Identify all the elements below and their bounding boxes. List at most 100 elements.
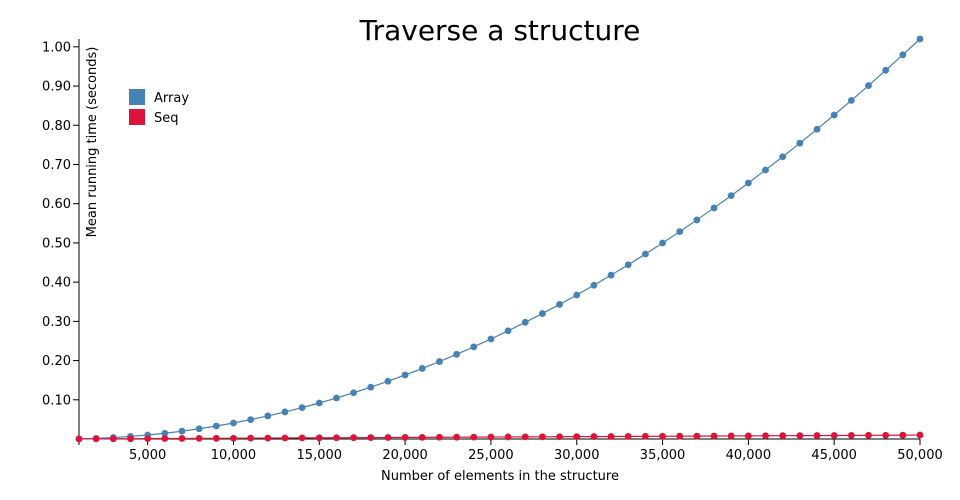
y-tick-label: 0.60 (42, 197, 71, 212)
data-point-seq (882, 431, 890, 439)
data-point-seq (744, 432, 752, 440)
x-tick-label: 45,000 (811, 448, 857, 463)
x-tick-label: 50,000 (897, 448, 943, 463)
data-point-array (762, 166, 769, 174)
data-point-array (659, 239, 666, 247)
data-point-array (161, 429, 169, 437)
data-point-array (367, 383, 375, 391)
data-point-seq (521, 433, 529, 441)
data-point-array (487, 335, 495, 343)
data-point-seq (453, 433, 460, 441)
y-tick-label: 0.80 (42, 119, 71, 134)
data-point-array (470, 343, 478, 351)
data-point-seq (264, 434, 272, 442)
y-axis-title: Mean running time (seconds) (85, 47, 100, 238)
data-point-seq (796, 432, 804, 440)
data-point-seq (556, 433, 563, 441)
data-point-seq (590, 433, 598, 440)
data-point-array (624, 261, 632, 269)
data-point-array (315, 399, 323, 407)
data-point-seq (813, 432, 821, 439)
data-point-array (384, 377, 392, 385)
x-tick-label: 25,000 (468, 448, 514, 463)
data-point-seq (75, 435, 83, 443)
x-tick-label: 40,000 (726, 448, 772, 463)
data-point-array (796, 139, 804, 147)
data-point-array (195, 425, 203, 433)
data-point-seq (865, 431, 872, 439)
data-point-seq (418, 433, 426, 441)
data-point-array (264, 412, 272, 420)
data-point-seq (641, 432, 649, 440)
data-point-seq (247, 434, 255, 442)
x-axis: 5,000 10,000 15,000 20,000 25,000 30,000 35,00… (78, 438, 943, 463)
chart-title: Traverse a structure (359, 14, 641, 47)
series-seq (75, 431, 924, 443)
data-point-array (830, 111, 838, 119)
data-point-array (247, 416, 255, 424)
data-point-array (453, 350, 460, 358)
legend-label-array: Array (154, 91, 189, 106)
data-point-seq (779, 432, 787, 440)
legend-label-seq: Seq (154, 111, 179, 126)
data-point-seq (178, 435, 186, 442)
data-point-array (281, 408, 289, 416)
x-tick-label: 20,000 (382, 448, 428, 463)
data-point-array (436, 358, 443, 365)
data-point-seq (161, 435, 169, 442)
data-point-seq (727, 432, 735, 440)
data-point-seq (710, 432, 718, 440)
data-point-seq (916, 431, 924, 439)
data-point-seq (350, 434, 358, 442)
data-point-array (573, 291, 581, 299)
data-point-seq (607, 433, 615, 440)
data-point-array (607, 271, 615, 279)
data-point-array (333, 394, 340, 402)
data-point-array (710, 204, 718, 212)
data-point-array (744, 179, 752, 187)
series-layer (75, 35, 924, 443)
legend-swatch-array (129, 89, 145, 105)
data-point-seq (127, 435, 134, 443)
legend-swatch-seq (129, 109, 145, 125)
data-point-array (813, 125, 821, 133)
data-point-seq (230, 434, 237, 442)
x-axis-title: Number of elements in the structure (381, 469, 619, 484)
data-point-seq (315, 434, 323, 442)
data-point-seq (367, 434, 375, 441)
y-tick-label: 0.40 (42, 276, 71, 291)
data-point-seq (92, 435, 100, 443)
data-point-seq (298, 434, 306, 442)
data-point-array (693, 216, 701, 224)
data-point-array (676, 228, 684, 236)
data-point-seq (847, 431, 855, 439)
y-tick-label: 0.30 (42, 315, 71, 330)
data-point-array (865, 82, 872, 89)
data-point-array (590, 281, 598, 289)
series-array (75, 35, 924, 443)
x-tick-label: 15,000 (297, 448, 343, 463)
data-point-array (350, 389, 358, 397)
data-point-seq (212, 434, 220, 442)
data-point-seq (195, 434, 203, 442)
data-point-array (298, 404, 306, 412)
data-point-seq (333, 434, 340, 442)
data-point-seq (401, 434, 409, 441)
data-point-seq (762, 432, 769, 440)
data-point-array (882, 66, 890, 74)
data-point-seq (281, 434, 289, 442)
data-point-array (230, 419, 237, 427)
data-point-seq (539, 433, 546, 441)
data-point-array (641, 250, 649, 258)
data-point-array (556, 301, 563, 308)
y-tick-label: 1.00 (42, 40, 71, 55)
y-axis: 0.10 0.20 0.30 0.40 0.50 0.60 0.70 0.80 0.90 1.00 (42, 39, 80, 439)
data-point-seq (144, 435, 152, 443)
series-line-array (78, 38, 921, 440)
data-point-array (504, 327, 512, 335)
legend: Array Seq (129, 89, 189, 126)
data-point-seq (899, 431, 907, 439)
data-point-array (521, 318, 529, 326)
y-tick-label: 0.70 (42, 158, 71, 173)
